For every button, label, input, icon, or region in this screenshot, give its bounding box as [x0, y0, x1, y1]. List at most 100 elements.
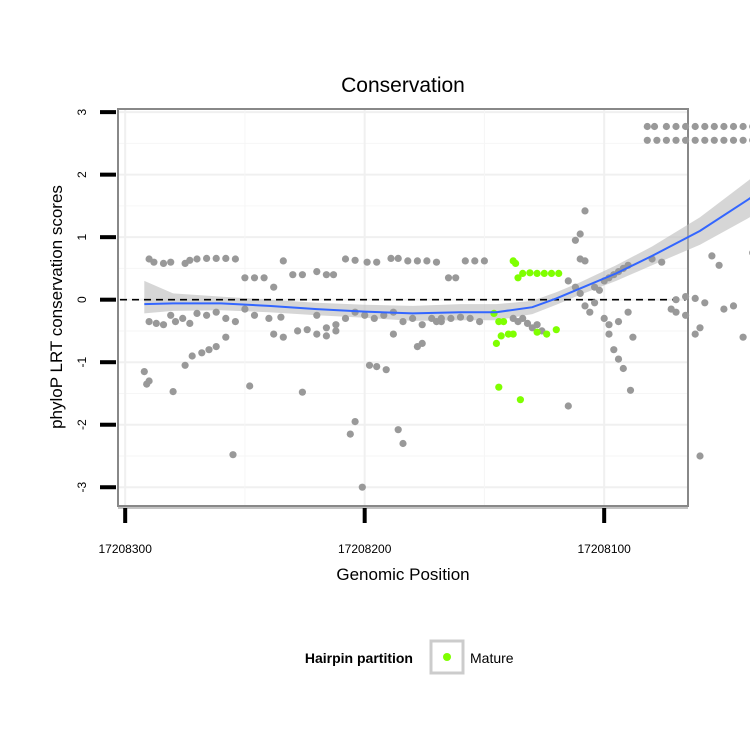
point [399, 439, 407, 448]
point [423, 257, 431, 265]
point [729, 122, 738, 131]
point [682, 311, 690, 319]
point [444, 274, 453, 282]
point [720, 122, 728, 131]
point-mature [495, 383, 503, 391]
point [653, 136, 661, 144]
point [710, 122, 718, 131]
point [729, 302, 738, 310]
point [181, 361, 189, 369]
point [691, 122, 699, 131]
point [650, 122, 659, 131]
point [682, 136, 690, 144]
point [672, 136, 680, 144]
point [456, 313, 465, 321]
point [193, 255, 201, 263]
smooth-line [144, 197, 750, 315]
point [476, 318, 484, 326]
point [169, 388, 177, 396]
point [571, 236, 580, 244]
point [332, 321, 340, 329]
point [461, 257, 469, 265]
point [432, 258, 441, 266]
point [246, 382, 254, 390]
point [581, 302, 589, 310]
legend-key-mature-dot [443, 653, 451, 661]
point [186, 319, 194, 327]
y-axis: 3 2 1 0 -1 -2 -3 [75, 108, 116, 493]
point [351, 418, 359, 426]
point [167, 311, 175, 319]
point [413, 257, 421, 265]
point [452, 274, 460, 282]
point [605, 321, 613, 329]
point [270, 283, 278, 291]
point-mature [552, 326, 560, 334]
point-mature [533, 328, 541, 336]
point [203, 311, 211, 319]
point [672, 122, 680, 131]
point [179, 314, 187, 322]
point [739, 333, 747, 341]
point [241, 305, 249, 313]
legend-label-mature: Mature [470, 650, 514, 666]
point [387, 254, 395, 262]
point [363, 258, 371, 266]
point [389, 330, 397, 338]
point [279, 333, 287, 341]
point [159, 259, 168, 267]
chart-title: Conservation [341, 74, 465, 97]
smooth-curve [144, 197, 750, 315]
point [322, 332, 330, 340]
point [370, 314, 378, 322]
point [471, 257, 479, 265]
point [231, 255, 239, 263]
x-tick-label: 17208200 [338, 542, 392, 556]
data-points [140, 122, 750, 491]
point [710, 136, 718, 144]
x-tick-label: 17208100 [577, 542, 631, 556]
point [313, 268, 321, 276]
point [358, 483, 366, 491]
point [614, 355, 623, 363]
y-tick-label: -1 [75, 357, 89, 368]
grid-lines [119, 110, 687, 505]
point [193, 309, 201, 317]
point [203, 254, 211, 262]
point [715, 261, 723, 269]
point [576, 230, 584, 238]
point [564, 277, 572, 285]
point [212, 343, 220, 351]
point [382, 366, 390, 374]
y-axis-title: phyloP LRT conservation scores [47, 185, 66, 429]
point [270, 330, 278, 338]
point [662, 122, 671, 131]
point [614, 318, 623, 326]
point [739, 136, 747, 144]
point [624, 308, 632, 316]
y-tick-label: 1 [75, 234, 89, 241]
point [212, 254, 220, 262]
point [701, 122, 709, 131]
y-tick-label: 0 [75, 296, 89, 303]
x-axis: 17208300 17208200 17208100 [98, 507, 688, 556]
point [186, 256, 194, 264]
point [313, 311, 321, 319]
point [701, 136, 709, 144]
point [145, 377, 153, 385]
point-mature [555, 269, 563, 277]
point-mature [490, 309, 498, 317]
point [289, 271, 297, 279]
point [303, 326, 311, 334]
point-mature [543, 330, 551, 338]
point [600, 314, 608, 322]
point [167, 258, 175, 266]
point [626, 386, 635, 394]
point-mature [511, 259, 520, 267]
confidence-band-area [144, 179, 750, 321]
point [691, 330, 699, 338]
legend: Hairpin partition Mature [305, 639, 514, 675]
point-mature [514, 274, 522, 282]
point [394, 426, 402, 434]
